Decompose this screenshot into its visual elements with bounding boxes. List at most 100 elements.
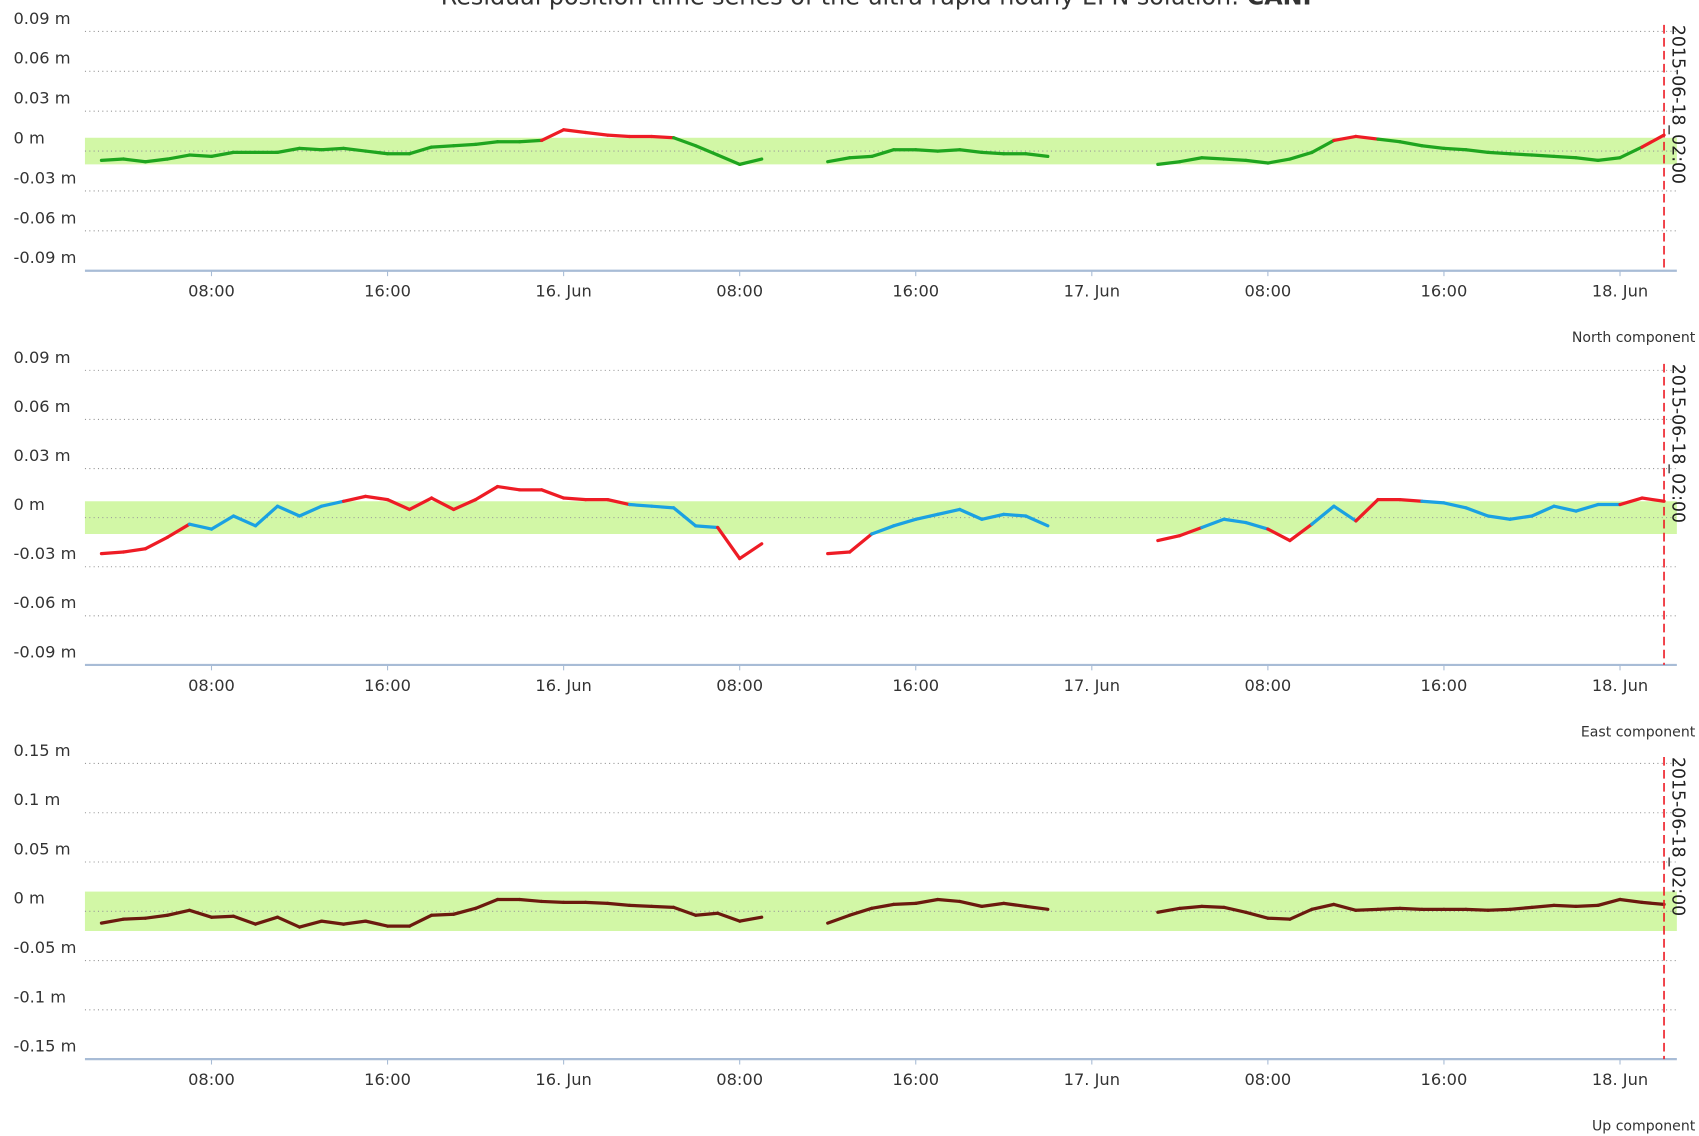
line-segment: [1398, 140, 1424, 148]
y-tick-label: -0.09 m: [13, 248, 76, 267]
x-tick-label: 16:00: [892, 676, 939, 695]
line-segment: [826, 550, 852, 556]
line-segment: [275, 915, 302, 929]
line-segment: [1640, 900, 1666, 907]
x-tick-label: 18. Jun: [1592, 1070, 1648, 1089]
line-segment: [451, 498, 478, 512]
x-tick-label: 16. Jun: [535, 676, 591, 695]
line-segment: [1332, 902, 1358, 912]
line-segment: [1486, 907, 1512, 912]
panel-subtitle: East component: [1581, 724, 1696, 740]
line-segment: [1310, 902, 1336, 911]
x-tick-label: 16. Jun: [535, 282, 591, 301]
line-segment: [297, 146, 324, 152]
line-segment: [606, 901, 632, 908]
x-tick-label: 17. Jun: [1064, 1070, 1120, 1089]
line-segment: [165, 522, 192, 539]
y-tick-label: -0.09 m: [13, 642, 76, 661]
line-segment: [1552, 504, 1578, 513]
line-segment: [1596, 897, 1622, 908]
line-segment: [297, 919, 324, 929]
y-tick-label: 0 m: [13, 495, 44, 514]
line-segment: [275, 146, 302, 155]
line-segment: [958, 148, 984, 155]
line-segment: [473, 484, 500, 502]
line-segment: [1222, 905, 1248, 914]
y-tick-label: -0.06 m: [13, 208, 76, 227]
line-segment: [517, 138, 544, 144]
line-segment: [914, 148, 940, 153]
line-segment: [363, 149, 390, 156]
line-segment: [1442, 501, 1468, 510]
line-segment: [1420, 144, 1446, 151]
line-segment: [1618, 145, 1644, 160]
line-segment: [650, 134, 676, 140]
line-segment: [143, 157, 170, 164]
line-segment: [694, 911, 720, 917]
x-tick-label: 08:00: [716, 1070, 763, 1089]
line-segment: [231, 514, 258, 528]
line-segment: [606, 133, 632, 139]
y-tick-label: 0 m: [13, 889, 44, 908]
line-segment: [1618, 496, 1644, 507]
line-segment: [187, 522, 214, 531]
line-segment: [165, 908, 192, 917]
line-segment: [561, 128, 588, 135]
line-segment: [187, 153, 214, 159]
line-segment: [1376, 137, 1402, 144]
line-segment: [407, 145, 434, 156]
x-tick-label: 16:00: [892, 1070, 939, 1089]
x-tick-label: 08:00: [1244, 282, 1291, 301]
line-segment: [892, 517, 918, 528]
line-segment: [121, 916, 148, 921]
line-segment: [1200, 517, 1226, 530]
line-segment: [606, 498, 632, 507]
panel-subtitle: North component: [1572, 330, 1696, 346]
line-segment: [892, 901, 918, 907]
line-segment: [584, 900, 610, 906]
line-segment: [694, 524, 720, 530]
line-segment: [870, 148, 896, 159]
line-segment: [848, 906, 874, 917]
line-segment: [385, 498, 412, 512]
line-segment: [209, 150, 236, 159]
line-segment: [980, 901, 1006, 908]
line-segment: [1596, 156, 1622, 163]
line-segment: [914, 512, 940, 521]
line-segment: [407, 496, 434, 512]
line-segment: [1002, 512, 1028, 518]
line-segment: [209, 914, 236, 919]
line-segment: [936, 507, 962, 516]
line-segment: [958, 899, 984, 908]
y-tick-label: 0 m: [13, 128, 44, 147]
line-segment: [121, 547, 148, 554]
title-text: Residual position time series of the ult…: [441, 0, 1239, 10]
line-segment: [143, 913, 170, 920]
line-segment: [1222, 157, 1248, 163]
line-segment: [319, 499, 346, 508]
line-segment: [1332, 504, 1358, 523]
y-tick-label: 0.1 m: [13, 790, 60, 809]
x-tick-label: 08:00: [716, 676, 763, 695]
line-segment: [672, 905, 698, 917]
line-segment: [870, 902, 896, 910]
line-segment: [1244, 520, 1270, 531]
chart-title: Residual position time series of the ult…: [441, 0, 1319, 10]
line-segment: [980, 150, 1006, 156]
line-segment: [1266, 527, 1292, 543]
line-segment: [1178, 525, 1204, 538]
line-segment: [517, 897, 544, 904]
line-segment: [1398, 498, 1424, 503]
line-segment: [297, 504, 324, 518]
line-segment: [473, 140, 500, 147]
line-segment: [1288, 907, 1314, 921]
line-segment: [1552, 903, 1578, 908]
line-segment: [1332, 134, 1358, 143]
y-tick-label: 0.05 m: [13, 839, 70, 858]
line-segment: [231, 914, 258, 926]
line-segment: [539, 899, 566, 905]
line-segment: [1530, 903, 1556, 909]
x-tick-label: 16:00: [1421, 282, 1468, 301]
y-tick-label: -0.05 m: [13, 938, 76, 957]
